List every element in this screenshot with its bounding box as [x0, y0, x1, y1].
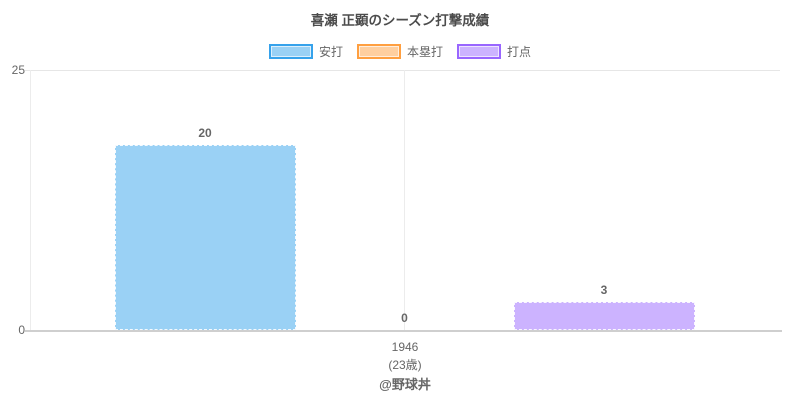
bar-value-hits: 20 [198, 126, 212, 140]
gridline-category-center [404, 70, 405, 330]
legend-label-rbi: 打点 [507, 45, 532, 59]
legend-swatch-homeruns-icon [356, 44, 401, 59]
x-axis-line [25, 330, 782, 332]
legend-label-homeruns: 本塁打 [406, 45, 443, 59]
bar-value-homeruns: 0 [401, 311, 408, 325]
legend-label-hits: 安打 [318, 45, 343, 59]
legend-swatch-hits-icon [268, 44, 313, 59]
bar-value-rbi: 3 [600, 283, 608, 297]
y-tick-25: 25 [11, 63, 25, 77]
legend: 安打 本塁打 打点 [0, 43, 800, 60]
legend-item-rbi[interactable]: 打点 [457, 43, 531, 60]
legend-item-hits[interactable]: 安打 [268, 43, 343, 60]
footer-credit: @野球丼 [379, 377, 431, 392]
bar-rbi[interactable] [513, 302, 695, 330]
x-tick-age: (23歳) [388, 358, 422, 372]
legend-swatch-rbi-icon [457, 44, 501, 59]
legend-item-homeruns[interactable]: 本塁打 [356, 43, 443, 60]
y-tick-0: 0 [18, 323, 25, 337]
gridline-25 [25, 70, 780, 71]
x-tick-year: 1946 [391, 340, 419, 354]
x-tick-label: 1946 (23歳) [30, 338, 780, 374]
bar-hits[interactable] [114, 145, 296, 330]
chart-title: 喜瀬 正顕のシーズン打撃成績 [310, 13, 490, 28]
plot-left-border [30, 70, 31, 330]
